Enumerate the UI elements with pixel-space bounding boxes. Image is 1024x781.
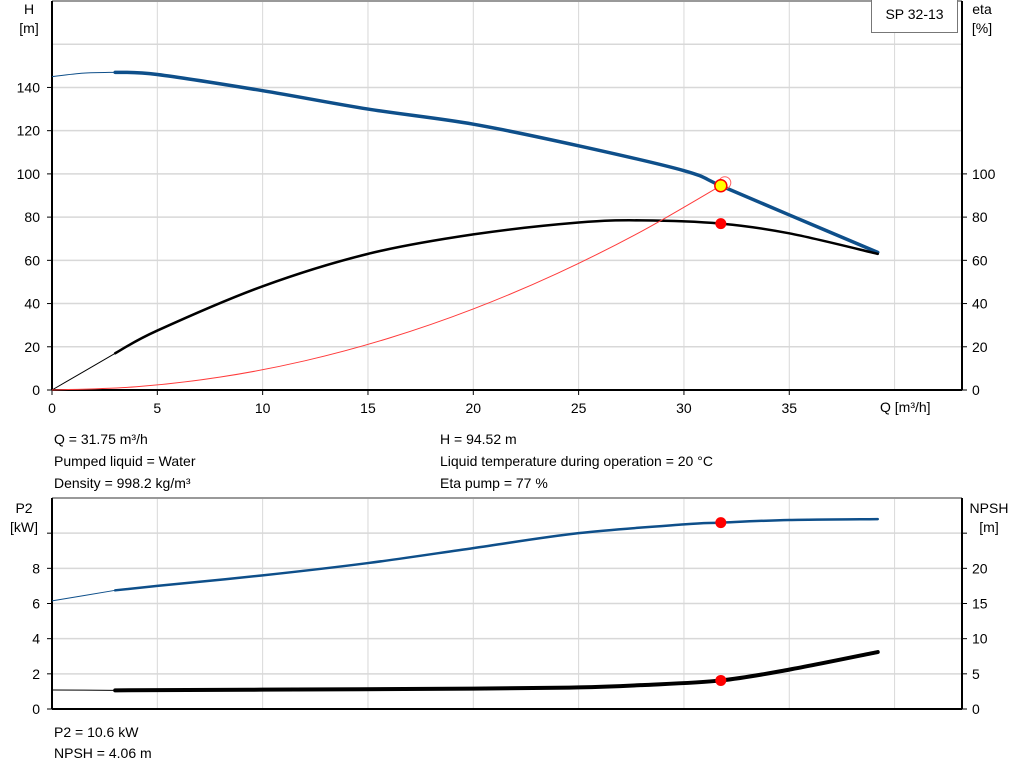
p2-curve-extension [51,589,116,602]
x-tick-label: 30 [676,400,692,416]
h-axis-unit: [m] [19,20,39,36]
p2-operating-point [715,517,727,529]
info-h: H = 94.52 m [440,431,517,447]
bottom-y-tick-label: 4 [32,631,40,647]
bottom-y-tick-label: 6 [32,596,40,612]
eta-curve [113,219,879,355]
x-tick-label: 10 [255,400,271,416]
p2-axis-unit: [kW] [10,519,38,535]
top-y2-tick-label: 40 [972,296,988,312]
bottom-y-tick-label: 8 [32,560,40,576]
x-tick-label: 5 [153,400,161,416]
top-y-tick-label: 40 [24,296,40,312]
duty-point-marker [714,178,728,193]
bottom-y2-tick-label: 20 [972,560,988,576]
pump-model-label: SP 32-13 [871,0,958,33]
info-p2: P2 = 10.6 kW [54,724,139,740]
info-density: Density = 998.2 kg/m³ [54,475,191,491]
top-y-tick-label: 100 [17,166,41,182]
top-y-tick-label: 20 [24,339,40,355]
npsh-axis-name: NPSH [969,500,1009,516]
info-eta: Eta pump = 77 % [440,475,548,491]
system-curve [51,182,727,391]
npsh-operating-point [715,674,727,686]
top-y-tick-label: 120 [17,123,41,139]
p2-curve [113,517,879,592]
npsh-axis-label: NPSH [m] [964,499,1014,537]
q-axis-label: Q [m³/h] [880,399,931,415]
top-y-tick-label: 60 [24,252,40,268]
p2-axis-label: P2 [kW] [4,499,44,537]
info-q: Q = 31.75 m³/h [54,431,148,447]
eta-operating-point [715,218,727,230]
npsh-axis-unit: [m] [979,519,999,535]
h-axis-label: H [m] [14,0,44,38]
x-tick-label: 0 [48,400,56,416]
x-tick-label: 25 [571,400,587,416]
top-y-tick-label: 80 [24,209,40,225]
top-y-tick-label: 140 [17,79,41,95]
x-tick-label: 20 [466,400,482,416]
p2-axis-name: P2 [15,500,33,516]
npsh-curve [113,650,880,693]
top-y-tick-label: 0 [32,382,40,398]
eta-axis-unit: [%] [971,20,993,36]
top-y2-tick-label: 100 [972,166,996,182]
info-liquid: Pumped liquid = Water [54,453,196,469]
h-curve-extension [51,71,116,78]
h-axis-name: H [23,1,35,17]
info-temp: Liquid temperature during operation = 20… [440,453,713,469]
bottom-y2-tick-label: 5 [972,666,980,682]
top-y2-tick-label: 60 [972,252,988,268]
top-y2-tick-label: 80 [972,209,988,225]
eta-axis-label: eta [%] [964,0,1000,38]
x-tick-label: 15 [360,400,376,416]
bottom-y2-tick-label: 10 [972,631,988,647]
info-npsh: NPSH = 4.06 m [54,745,152,761]
top-y2-tick-label: 0 [972,382,980,398]
eta-curve-extension [51,352,116,391]
bottom-y-tick-label: 0 [32,701,40,717]
bottom-y2-tick-label: 0 [972,701,980,717]
h-curve [113,70,880,255]
bottom-y2-tick-label: 15 [972,596,988,612]
x-tick-label: 35 [781,400,797,416]
bottom-y-tick-label: 2 [32,666,40,682]
eta-axis-name: eta [972,1,992,17]
top-y2-tick-label: 20 [972,339,988,355]
